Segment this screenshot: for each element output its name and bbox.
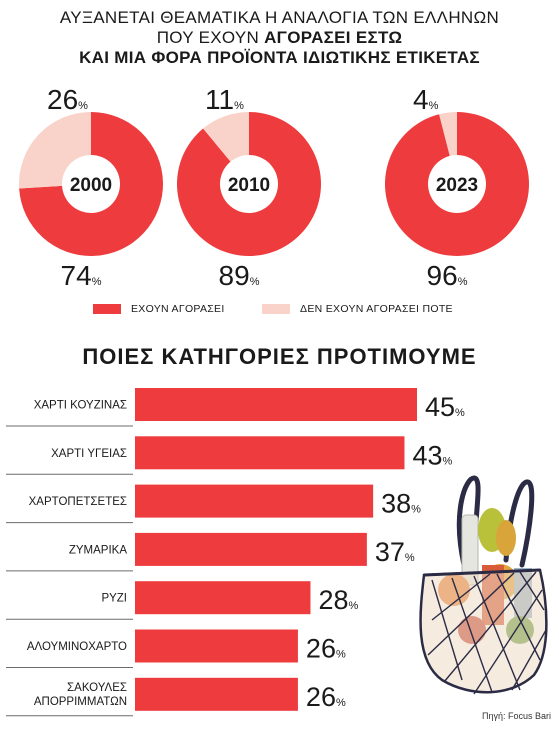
bar-3: [135, 532, 367, 566]
bar-label-4: ΡΥΖΙ: [101, 593, 127, 605]
donut-slice-never-2010: [203, 112, 249, 162]
bar-label-6-line1: ΣΑΚΟΥΛΕΣ: [67, 682, 127, 694]
bar-4: [135, 581, 311, 615]
legend-never-swatch: [262, 304, 290, 314]
legend-never: ΔΕΝ ΕΧΟΥΝ ΑΓΟΡΑΣΕΙ ΠΟΤΕ: [262, 303, 453, 315]
bar-value-0: 45%: [425, 392, 465, 422]
bar-value-6: 26%: [306, 682, 346, 712]
bar-6: [135, 677, 298, 711]
legend-bought: ΕΧΟΥΝ ΑΓΟΡΑΣΕΙ: [93, 303, 225, 315]
donut-year-2010: 2010: [228, 175, 270, 196]
donut-slice-never-2000: [19, 112, 91, 189]
donut-year-2000: 2000: [70, 175, 112, 196]
title-line-1: ΑΥΞΑΝΕΤΑΙ ΘΕΑΜΑΤΙΚΑ Η ΑΝΑΛΟΓΙΑ ΤΩΝ ΕΛΛΗΝ…: [59, 8, 500, 27]
bar-value-4: 28%: [318, 585, 358, 615]
donut-slice-bought-2023: [384, 112, 529, 257]
bar-label-0: ΧΑΡΤΙ ΚΟΥΖΙΝΑΣ: [34, 400, 127, 412]
title-line-3: ΚΑΙ ΜΙΑ ΦΟΡΑ ΠΡΟΪΟΝΤΑ ΙΔΙΩΤΙΚΗΣ ΕΤΙΚΕΤΑΣ: [79, 48, 480, 67]
bar-label-3: ΖΥΜΑΡΙΚΑ: [69, 544, 127, 556]
bag-net-icon: [419, 568, 548, 695]
title-line-2-bold: ΑΓΟΡΑΣΕΙ ΕΣΤΩ: [264, 28, 403, 47]
section-title: ΠΟΙΕΣ ΚΑΤΗΓΟΡΙΕΣ ΠΡΟΤΙΜΟΥΜΕ: [82, 344, 477, 369]
title-line-2: ΠΟΥ ΕΧΟΥΝ ΑΓΟΡΑΣΕΙ ΕΣΤΩ: [0, 28, 559, 48]
bar-1: [135, 436, 405, 470]
bar-label-2: ΧΑΡΤΟΠΕΤΣΕΤΕΣ: [29, 496, 127, 508]
donut-slice-bought-2010: [176, 112, 322, 256]
bar-label-6-line2: ΑΠΟΡΡΙΜΜΑΤΩΝ: [34, 696, 127, 708]
legend-bought-swatch: [93, 304, 121, 314]
bar-label-1: ΧΑΡΤΙ ΥΓΕΙΑΣ: [51, 448, 127, 460]
source-note: Πηγή: Focus Bari: [481, 711, 551, 721]
grocery-bag-illustration: [419, 475, 548, 695]
bar-0: [135, 388, 417, 421]
donut-slice-never-2023: [439, 112, 457, 156]
legend-never-label: ΔΕΝ ΕΧΟΥΝ ΑΓΟΡΑΣΕΙ ΠΟΤΕ: [300, 303, 453, 315]
bar-label-5: ΑΛΟΥΜΙΝΟΧΑΡΤΟ: [27, 641, 127, 653]
bar-value-1: 43%: [412, 440, 452, 470]
bar-5: [135, 629, 298, 663]
legend-bought-label: ΕΧΟΥΝ ΑΓΟΡΑΣΕΙ: [131, 303, 225, 315]
donut-year-2023: 2023: [436, 175, 478, 196]
title-line-2-prefix: ΠΟΥ ΕΧΟΥΝ: [156, 28, 265, 47]
bar-value-5: 26%: [306, 634, 346, 664]
donut-slice-bought-2000: [19, 112, 164, 256]
bar-2: [135, 484, 374, 518]
